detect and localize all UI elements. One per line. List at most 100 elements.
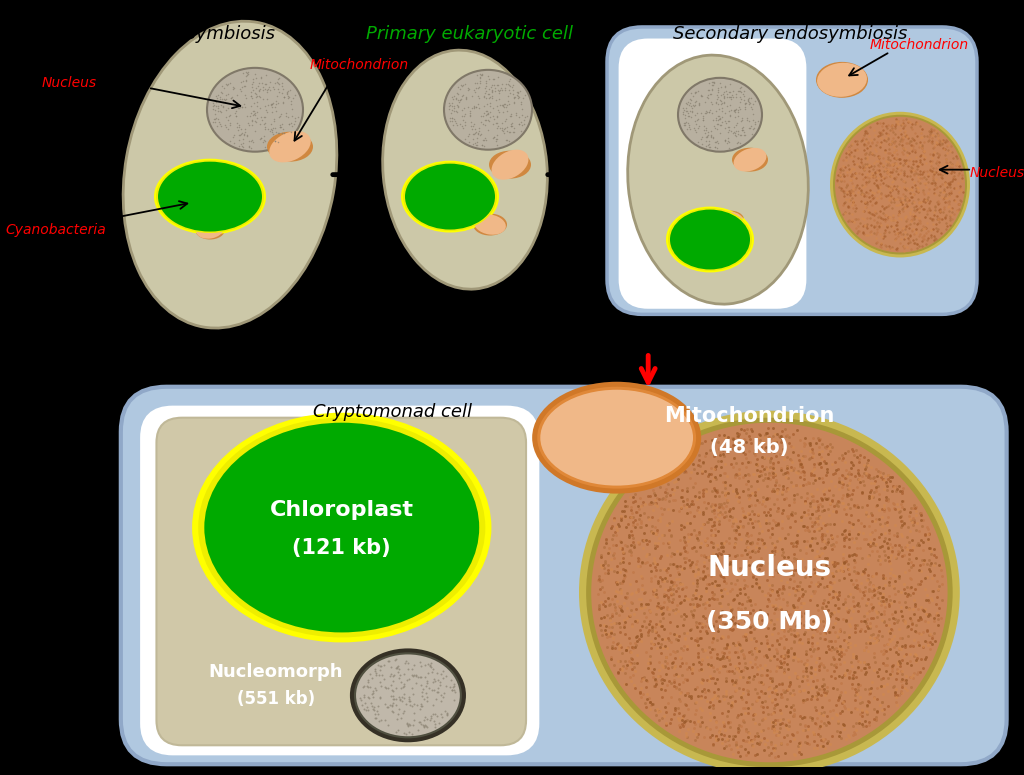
Point — [788, 672, 805, 684]
Point — [930, 613, 946, 625]
Point — [645, 464, 662, 477]
Point — [911, 154, 928, 167]
Point — [712, 547, 728, 560]
Point — [700, 675, 717, 687]
Point — [878, 127, 894, 140]
Point — [880, 469, 896, 481]
Point — [882, 243, 898, 255]
Point — [869, 182, 886, 195]
Point — [709, 549, 725, 561]
Point — [881, 226, 897, 238]
Point — [803, 650, 819, 663]
Point — [702, 130, 719, 143]
Point — [490, 84, 507, 97]
Point — [621, 610, 637, 622]
Point — [783, 689, 800, 701]
Point — [842, 194, 858, 206]
Point — [726, 121, 742, 133]
Point — [212, 117, 228, 129]
Point — [229, 124, 246, 136]
Point — [880, 119, 896, 132]
Point — [253, 78, 269, 90]
Point — [706, 504, 722, 516]
Point — [662, 580, 678, 593]
Point — [214, 88, 230, 100]
Point — [895, 578, 911, 591]
Point — [721, 105, 737, 117]
Point — [908, 203, 925, 215]
Point — [825, 505, 842, 517]
Point — [828, 660, 845, 673]
Point — [267, 101, 284, 113]
Point — [690, 617, 707, 629]
Point — [421, 660, 437, 672]
Point — [717, 490, 733, 502]
Point — [601, 542, 617, 554]
Point — [776, 551, 793, 563]
Point — [730, 436, 746, 448]
Point — [489, 110, 506, 122]
Point — [784, 536, 801, 549]
Point — [851, 583, 867, 595]
Point — [259, 84, 275, 96]
Point — [776, 685, 793, 698]
Point — [722, 479, 738, 491]
Point — [895, 117, 911, 129]
Point — [488, 122, 505, 134]
Point — [754, 677, 770, 689]
Point — [472, 128, 488, 140]
Point — [670, 619, 686, 632]
Point — [811, 457, 827, 470]
Point — [689, 690, 706, 702]
Point — [887, 233, 903, 246]
Point — [214, 101, 230, 113]
Point — [870, 151, 887, 164]
Point — [686, 523, 702, 536]
Point — [810, 580, 826, 593]
Point — [665, 578, 681, 591]
Point — [751, 428, 767, 440]
Point — [272, 108, 289, 120]
Point — [777, 491, 794, 504]
Point — [785, 704, 802, 716]
Point — [775, 453, 792, 465]
Point — [926, 124, 942, 136]
Point — [858, 456, 874, 469]
Point — [636, 615, 652, 627]
Point — [696, 612, 713, 625]
Point — [263, 98, 280, 111]
Point — [891, 136, 907, 148]
Point — [746, 683, 763, 695]
Point — [748, 729, 764, 742]
Point — [833, 184, 849, 196]
Point — [263, 99, 280, 112]
Point — [514, 109, 530, 122]
Ellipse shape — [833, 115, 967, 254]
Point — [862, 472, 879, 484]
Point — [765, 707, 781, 719]
Point — [715, 733, 731, 746]
Point — [390, 663, 407, 675]
Point — [814, 733, 830, 746]
Point — [920, 624, 936, 636]
Point — [697, 435, 714, 447]
Point — [767, 470, 783, 482]
Point — [739, 422, 756, 435]
Point — [741, 656, 758, 669]
Point — [842, 502, 858, 515]
Point — [856, 520, 872, 532]
Point — [755, 498, 771, 511]
Point — [770, 505, 786, 518]
Point — [622, 491, 638, 503]
Point — [855, 226, 871, 239]
Point — [938, 140, 954, 152]
Point — [497, 84, 513, 97]
Point — [941, 178, 957, 191]
Point — [887, 157, 903, 169]
Point — [818, 538, 835, 550]
Point — [932, 205, 948, 217]
Point — [662, 472, 678, 484]
Point — [909, 237, 926, 250]
Point — [733, 123, 750, 136]
Point — [250, 80, 266, 92]
